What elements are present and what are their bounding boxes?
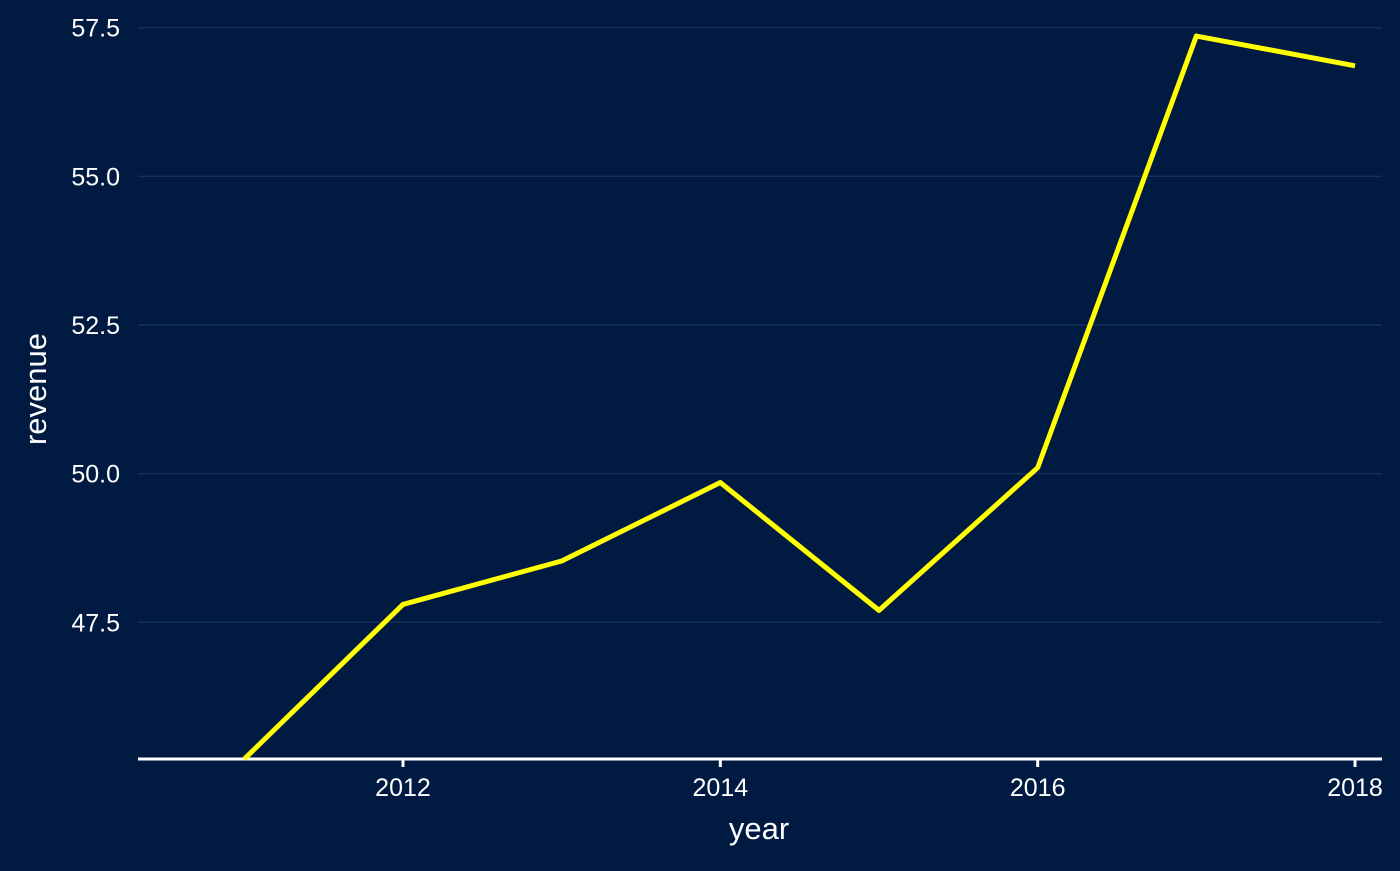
y-axis-tick-labels: 47.5 50.0 52.5 55.0 57.5 — [71, 15, 120, 638]
x-axis: 2012 2014 2016 2018 — [138, 757, 1383, 802]
y-tick-label: 50.0 — [71, 461, 120, 489]
x-tick-label: 2016 — [1010, 774, 1066, 802]
y-tick-label: 52.5 — [71, 312, 120, 340]
y-axis-title: revenue — [18, 333, 53, 445]
x-tick-label: 2018 — [1327, 774, 1383, 802]
y-tick-label: 55.0 — [71, 163, 120, 191]
series-layer — [242, 33, 1356, 761]
y-tick-label: 57.5 — [71, 15, 120, 43]
x-axis-title: year — [729, 811, 789, 846]
x-tick-label: 2012 — [375, 774, 431, 802]
y-tick-label: 47.5 — [71, 609, 120, 637]
revenue-series-line — [242, 33, 1356, 761]
x-tick-label: 2014 — [693, 774, 749, 802]
gridlines — [138, 27, 1382, 623]
